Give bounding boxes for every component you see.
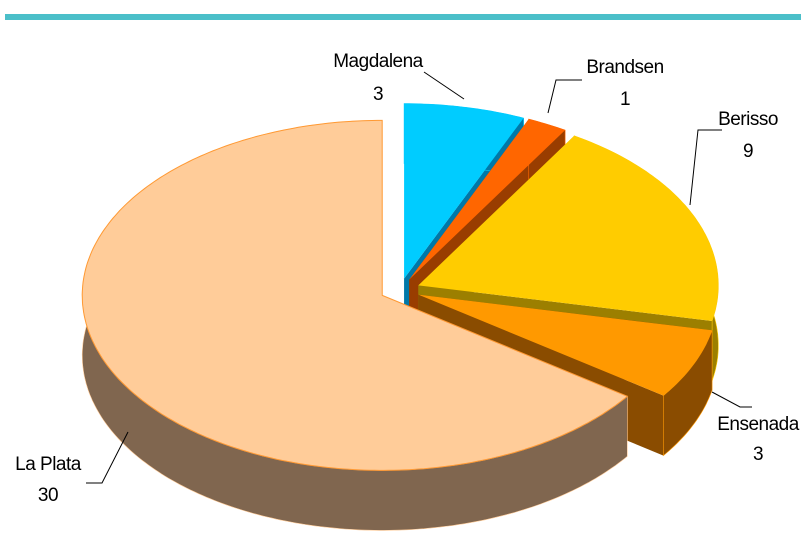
slice-top (418, 135, 719, 321)
slice-value-label: 3 (753, 444, 763, 465)
slice-value-label: 9 (743, 141, 753, 162)
slice-label: Brandsen (586, 57, 663, 78)
slice-label: La Plata (15, 454, 82, 475)
top-rule (5, 14, 801, 20)
slice-value-label: 30 (38, 485, 58, 506)
leader-lines (86, 71, 752, 484)
slice-top (418, 294, 713, 396)
leader-line (86, 431, 129, 484)
slice-label: Ensenada (717, 414, 800, 435)
slice (81, 119, 629, 531)
labels: Magdalena 3 Brandsen 1 Berisso 9 Ensenada 3 La P… (15, 51, 800, 506)
slice-value-label: 1 (620, 89, 630, 110)
leader-line (711, 391, 752, 408)
leader-line (689, 129, 722, 206)
leader-line (547, 79, 582, 114)
slice-top (81, 119, 629, 471)
pie (81, 103, 719, 531)
leader-line (423, 71, 465, 100)
slice-label: Berisso (718, 109, 778, 130)
slice-outer-wall (663, 330, 713, 457)
slice-label: Magdalena (333, 51, 423, 72)
slice-top (404, 103, 524, 279)
slice-top (409, 119, 566, 280)
slice-value-label: 3 (373, 84, 383, 105)
